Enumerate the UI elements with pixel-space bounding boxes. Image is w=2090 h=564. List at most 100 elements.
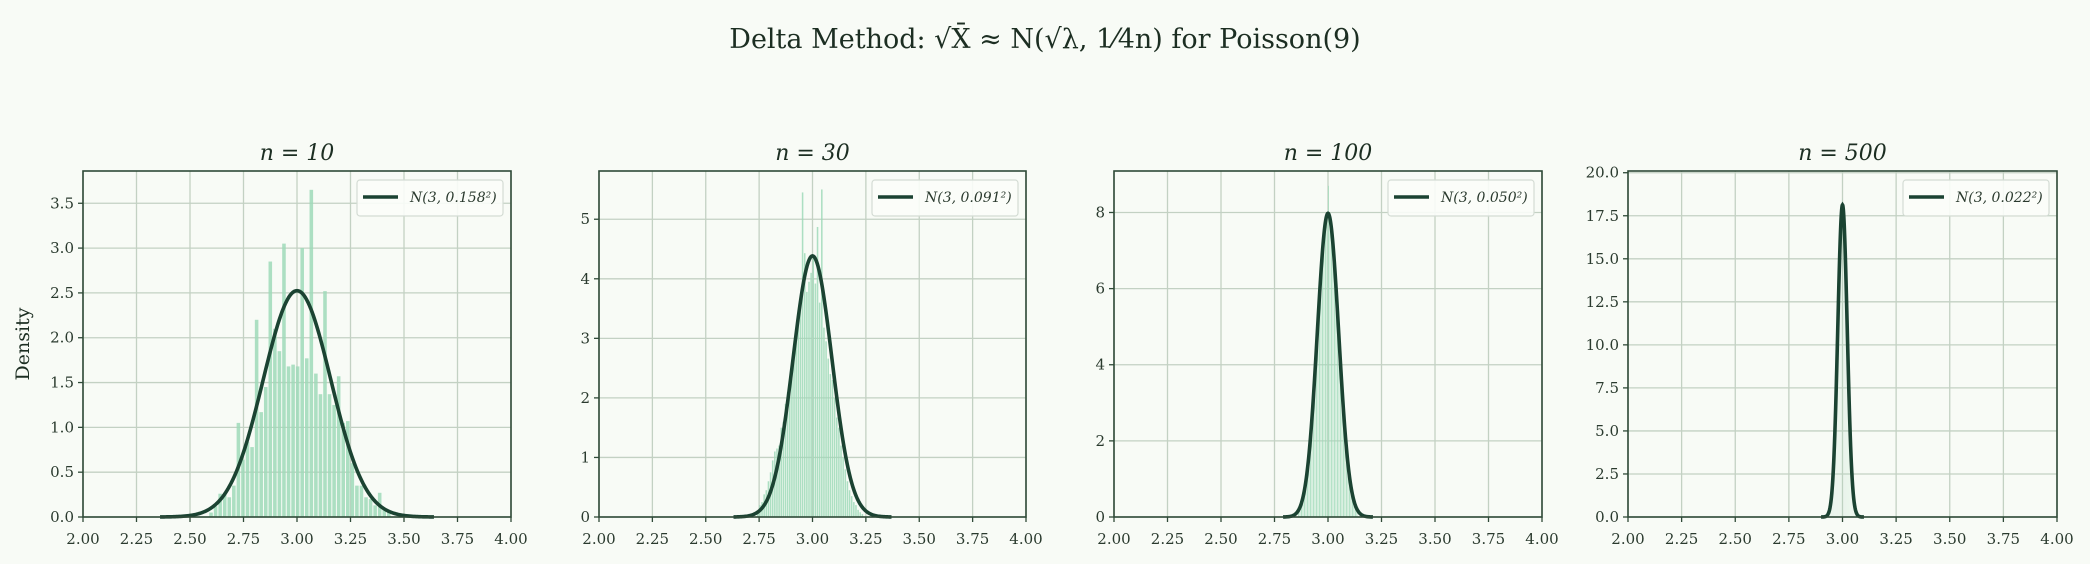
histogram-bar [1341,377,1343,517]
y-tick-label: 0 [1095,508,1105,526]
histogram-bar [818,302,821,517]
histogram-bar [350,463,355,517]
subplot-title: n = 30 [775,141,850,166]
x-tick-label: 3.00 [1311,530,1344,548]
x-tick-label: 2.25 [636,530,669,548]
x-tick-label: 4.00 [1525,530,1558,548]
x-tick-label: 2.25 [1151,530,1184,548]
histogram-bar [1325,225,1326,517]
y-tick-label: 0.0 [1595,508,1619,526]
histogram-bar [1336,303,1338,517]
legend-label: N(3, 0.158²) [409,190,497,206]
histogram-bar [850,496,853,517]
histogram-bar [1845,270,1846,517]
y-tick-label: 3 [580,329,590,347]
histogram-bar [835,417,838,517]
histogram-bar [1849,429,1851,517]
normal-curve [733,254,892,519]
y-axis-label: Density [12,307,34,380]
histogram-bar [318,394,323,517]
x-tick-label: 2.25 [120,530,153,548]
histogram-bar [309,189,314,517]
histogram-bar [1844,236,1845,517]
x-tick-label: 2.00 [582,530,615,548]
histogram-bar [833,397,836,517]
y-tick-label: 5 [580,210,590,228]
histogram-bar [853,502,855,517]
histogram-bar [213,506,218,517]
x-tick-label: 3.50 [387,530,420,548]
histogram-bar [323,291,327,517]
legend: N(3, 0.091²) [871,179,1019,217]
histogram-bar [838,427,840,517]
histogram-bar [300,248,304,518]
histogram-bar [1320,279,1322,517]
x-tick-label: 3.00 [796,530,829,548]
histogram-bar [1332,239,1334,517]
figure-title: Delta Method: √X̄ ≈ N(√λ, 1⁄4n) for Pois… [729,21,1360,55]
histogram-bar [332,404,336,517]
histogram-bar [382,508,387,517]
x-tick-label: 3.75 [956,530,989,548]
histogram-bar [304,358,309,517]
subplot-4: 2.00 2.25 2.50 2.75 3.00 3.25 3.50 3.75 4.00 0.0 2… [1586,141,2074,548]
histogram-bar [268,261,273,517]
histogram-bar [778,445,780,517]
histogram-bar [1841,198,1843,517]
histogram-bar [250,447,254,517]
histogram-bar [1339,353,1341,517]
histogram-bar [1311,424,1313,517]
histogram-bar [1305,483,1307,517]
histogram-bar [222,493,227,517]
y-tick-label: 0 [580,508,590,526]
histogram-bar [801,192,804,517]
histogram-bar [827,358,829,517]
histogram-bar [355,485,359,517]
histogram-bar [1326,216,1328,517]
histogram-bar [782,421,785,517]
histogram-bar [840,445,842,517]
histogram-bar [784,403,787,517]
histogram-bar [848,490,851,517]
histogram-bar [341,422,346,517]
x-tick-label: 3.25 [1879,530,1912,548]
histogram-bar [1835,393,1837,517]
y-tick-label: 3.5 [50,194,74,212]
y-tick-label: 2 [1095,432,1105,450]
y-tick-label: 4 [580,270,590,288]
histogram-bar [789,380,791,517]
histogram-bar [857,509,859,517]
histogram-bar [808,281,810,517]
histogram-bar [1353,501,1355,517]
legend-box [1902,179,2050,217]
x-tick-label: 2.25 [1665,530,1698,548]
histogram-bar [1328,185,1329,517]
x-tick-label: 2.50 [1719,530,1752,548]
histogram-bar [1342,402,1344,517]
legend: N(3, 0.022²) [1902,179,2050,217]
histogram-bar [1344,424,1346,517]
histogram-bar [1837,310,1839,517]
x-tick-label: 2.00 [1097,530,1130,548]
histogram-bar [797,320,800,517]
histogram-bar [295,366,300,517]
histogram-bar [1356,510,1358,517]
histogram-bar [821,189,823,517]
x-tick-label: 3.50 [1933,530,1966,548]
y-tick-label: 1.0 [50,418,74,436]
y-tick-label: 17.5 [1586,207,1619,225]
y-tick-label: 15.0 [1586,250,1619,268]
y-tick-label: 2 [580,389,590,407]
histogram-bar [1329,216,1331,517]
histogram-bar [1838,270,1840,517]
histogram-bar [1351,494,1353,517]
x-tick-label: 3.25 [849,530,882,548]
y-tick-label: 3.0 [50,239,74,257]
histogram-bar [791,362,793,517]
y-tick-label: 8 [1095,203,1105,221]
histogram-bar [282,243,286,518]
x-tick-label: 4.00 [494,530,527,548]
subplots: 2.00 2.25 2.50 2.75 3.00 3.25 3.50 3.75 4.000.00… [50,141,2074,548]
histogram-bar [1317,328,1319,517]
histogram-bar [799,305,802,517]
